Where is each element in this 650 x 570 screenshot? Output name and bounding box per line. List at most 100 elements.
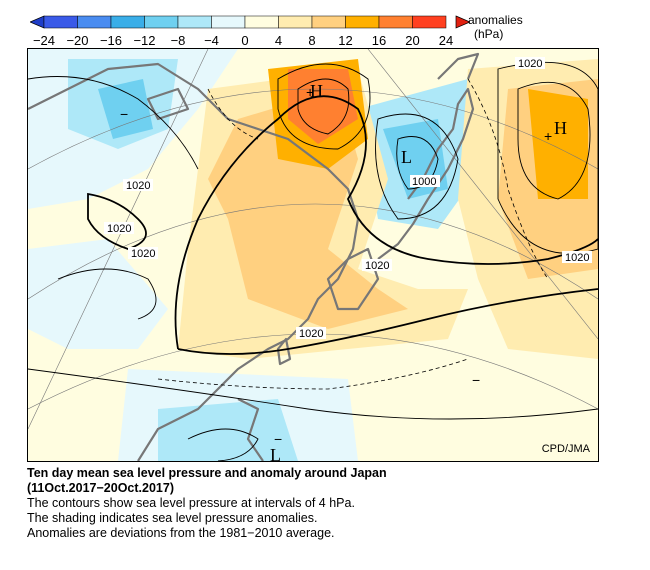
scale-tick-label: −12 — [133, 33, 156, 48]
isobars — [28, 61, 598, 461]
caption-line-shading: The shading indicates sea level pressure… — [27, 511, 318, 525]
scale-tick-label: 4 — [274, 33, 283, 48]
isobar-high-outer — [277, 63, 371, 150]
scale-right-arrow — [455, 15, 470, 29]
svg-text:1020: 1020 — [299, 328, 323, 340]
scale-tick-label: 12 — [338, 33, 353, 48]
caption-period: (11Oct.2017−20Oct.2017) — [27, 481, 174, 495]
shade-negative-center — [98, 79, 153, 139]
scale-tick-label: 0 — [241, 33, 249, 48]
scale-tick-label: −16 — [99, 33, 123, 48]
legend-title-line1: anomalies — [468, 13, 523, 27]
shade-positive-core — [208, 89, 408, 329]
pressure-centers: H H L L + + — [270, 81, 567, 461]
isobar-dashed — [157, 78, 549, 390]
isobar-east-high — [517, 81, 591, 200]
scale-color-box — [77, 15, 112, 29]
scale-tick-label: −20 — [66, 33, 89, 48]
isobar-high-center — [297, 78, 350, 135]
isobar-label: 1020 — [128, 247, 158, 260]
scale-color-box — [110, 15, 145, 29]
isobar-label: 1000 — [410, 175, 440, 188]
shade-negative-south-strong — [158, 399, 298, 461]
coast-taiwan — [276, 337, 292, 366]
svg-text:1020: 1020 — [131, 248, 155, 260]
scale-color-box — [43, 15, 78, 29]
caption-line-anomalies: Anomalies are deviations from the 1981−2… — [27, 526, 335, 540]
isobar-1020-main — [174, 95, 598, 350]
scale-tick-label: 24 — [438, 33, 454, 48]
dashed-zero-contour-3 — [207, 88, 259, 140]
coast-asia-mainland — [28, 62, 360, 461]
coastlines — [28, 52, 480, 461]
isobar-east-outer — [497, 61, 598, 254]
legend-title: anomalies (hPa) — [468, 13, 523, 41]
svg-text:1020: 1020 — [365, 260, 389, 272]
map-credit: CPD/JMA — [541, 443, 590, 455]
dashed-zero-contour-1 — [467, 78, 549, 280]
isobar-1020-west — [87, 192, 147, 250]
high-center-label: H — [554, 118, 567, 138]
isobar-west-extra — [57, 268, 157, 320]
svg-text:1020: 1020 — [126, 180, 150, 192]
latitude-line-1 — [28, 88, 598, 170]
scale-color-box — [278, 15, 313, 29]
svg-text:1000: 1000 — [412, 176, 436, 188]
coast-philippines — [237, 398, 264, 461]
high-center-cross: + — [306, 84, 314, 100]
minus-marker: − — [274, 431, 282, 447]
isobar-labels: 1020 1020 1020 1020 1000 1020 1020 1020 — [104, 57, 592, 340]
isobar-label: 1020 — [104, 222, 134, 235]
low-center-label: L — [401, 147, 412, 167]
isobar-label: 1020 — [296, 327, 326, 340]
shade-positive-east-high — [528, 89, 588, 199]
caption-title: Ten day mean sea level pressure and anom… — [27, 466, 387, 480]
scale-tick-label: 20 — [405, 33, 420, 48]
isobar-1020-south — [177, 288, 598, 355]
latitude-line-2 — [28, 203, 598, 300]
svg-text:1020: 1020 — [107, 223, 131, 235]
scale-tick-label: 16 — [371, 33, 387, 48]
scale-color-box — [244, 15, 279, 29]
isobar-label: 1020 — [123, 179, 153, 192]
isobar-southern — [28, 368, 598, 420]
pressure-anomaly-map: 1020 1020 1020 1020 1000 1020 1020 1020 … — [27, 48, 599, 462]
scale-tick-label: −24 — [32, 33, 56, 48]
scale-tick-label: −8 — [170, 33, 186, 48]
scale-color-box — [345, 15, 380, 29]
isobar-south-low — [187, 428, 259, 461]
coast-kamchatka — [437, 52, 480, 80]
scale-color-box — [311, 15, 346, 29]
anomaly-minus-markers: − − − — [120, 106, 480, 447]
coast-korea — [326, 247, 380, 311]
dashed-zero-contour-2 — [157, 358, 469, 390]
scale-color-box — [378, 15, 413, 29]
scale-color-box — [412, 15, 447, 29]
high-center-cross: + — [544, 128, 552, 144]
anomaly-shading — [28, 49, 598, 461]
scale-left-arrow — [30, 15, 45, 29]
isobar-label: 1020 — [562, 251, 592, 264]
legend-title-unit: (hPa) — [474, 27, 504, 41]
isobar-northwest — [28, 76, 199, 170]
shade-negative-sw — [28, 239, 168, 349]
isobar-label: 1020 — [515, 57, 545, 70]
svg-text:1020: 1020 — [565, 252, 589, 264]
svg-text:1020: 1020 — [518, 58, 542, 70]
high-center-label: H — [310, 81, 323, 101]
coast-japan — [377, 87, 475, 260]
isobar-low-outer — [375, 113, 459, 220]
anomaly-color-scale — [30, 15, 470, 29]
scale-tick-label: 8 — [308, 33, 316, 48]
low-center-label: L — [270, 445, 281, 461]
scale-tick-label: −4 — [204, 33, 219, 48]
caption-line-contours: The contours show sea level pressure at … — [27, 496, 355, 510]
scale-color-box — [144, 15, 179, 29]
longitude-line-2 — [367, 49, 598, 340]
isobar-label: 1020 — [362, 259, 392, 272]
minus-marker: − — [120, 106, 128, 122]
minus-marker: − — [472, 372, 480, 388]
scale-color-box — [211, 15, 246, 29]
shade-positive-high-core — [288, 69, 358, 144]
scale-color-box — [177, 15, 212, 29]
